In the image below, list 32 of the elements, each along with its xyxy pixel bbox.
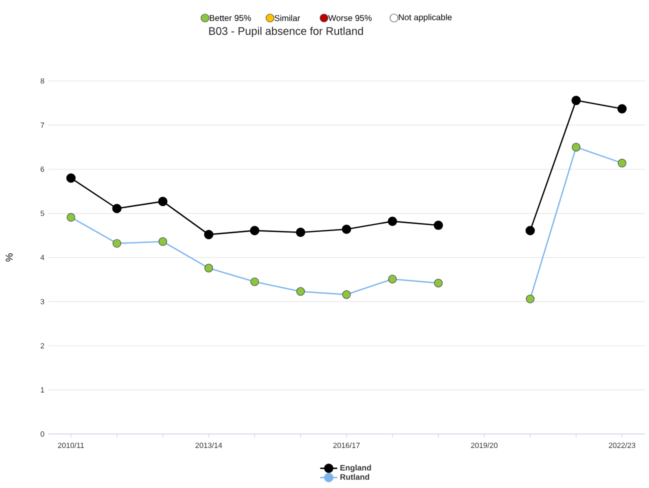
point <box>618 158 626 168</box>
point <box>112 239 122 248</box>
point <box>250 277 259 286</box>
point <box>296 287 305 296</box>
point <box>296 228 306 237</box>
point <box>158 237 168 246</box>
point <box>250 226 260 236</box>
point <box>388 274 397 284</box>
point <box>342 224 352 234</box>
point <box>434 278 443 288</box>
point <box>572 142 580 152</box>
chart-title: B03 - Pupil absence for Rutland <box>209 26 363 38</box>
point <box>571 96 581 106</box>
point <box>112 204 122 214</box>
point <box>526 226 535 236</box>
text: Better 95% <box>210 14 251 21</box>
point <box>617 104 627 114</box>
text: Not applicable <box>398 14 452 22</box>
legend-label: Rutland <box>340 474 370 480</box>
point <box>434 220 444 230</box>
point <box>204 230 214 240</box>
text: Worse 95% <box>328 14 372 21</box>
y-axis-title: % <box>6 253 13 262</box>
point <box>158 196 168 206</box>
legend-label: England <box>340 464 371 472</box>
point <box>342 290 351 299</box>
point <box>388 216 398 226</box>
point <box>66 173 76 183</box>
point <box>204 264 214 272</box>
point <box>526 294 534 304</box>
point <box>66 213 76 222</box>
text: Similar <box>274 14 300 22</box>
